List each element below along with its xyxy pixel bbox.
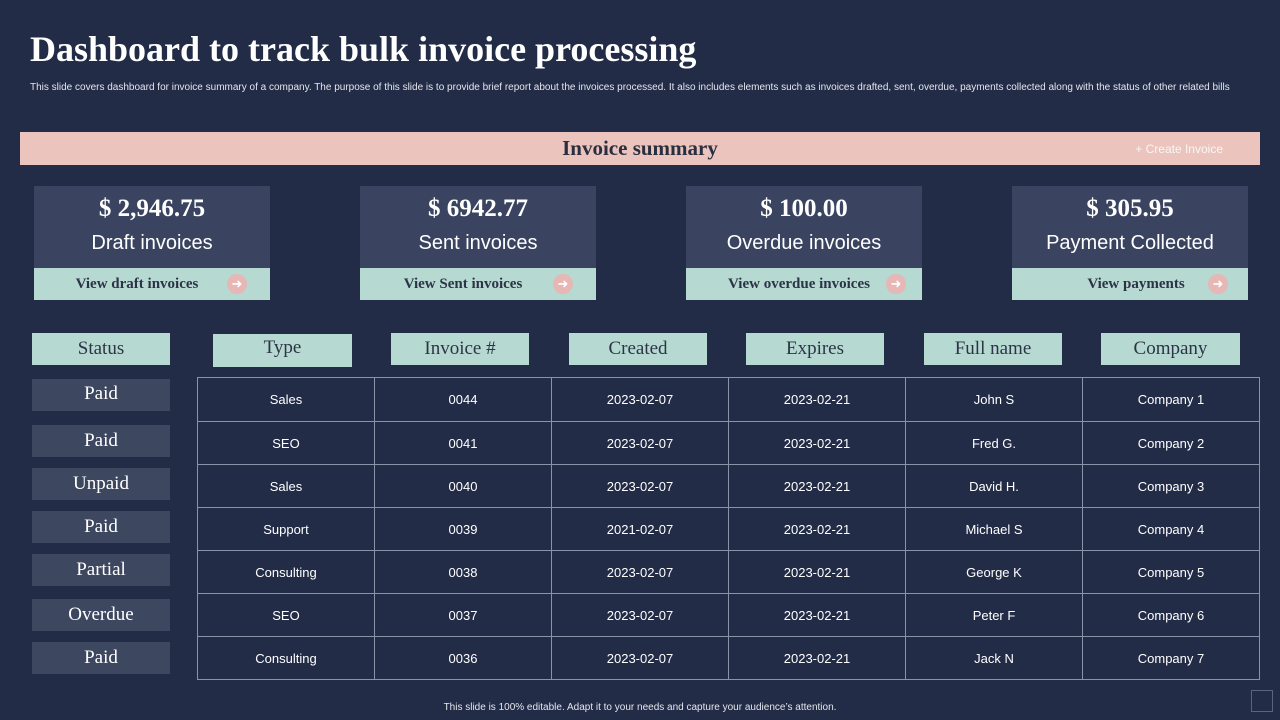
table-row: Consulting 0036 2023-02-07 2023-02-21 Ja…	[197, 636, 1260, 680]
created-cell: 2023-02-07	[551, 464, 729, 508]
sent-label: Sent invoices	[418, 232, 538, 254]
arrow-right-icon[interactable]: ➜	[1208, 274, 1228, 294]
full-name-cell: Jack N	[905, 636, 1083, 680]
type-cell: Consulting	[197, 550, 375, 594]
type-cell: Sales	[197, 464, 375, 508]
page-title: Dashboard to track bulk invoice processi…	[30, 29, 697, 69]
company-cell: Company 3	[1082, 464, 1260, 508]
type-header: Type	[213, 334, 352, 367]
status-badge: Unpaid	[32, 468, 170, 500]
status-header: Status	[32, 333, 170, 365]
full-name-cell: John S	[905, 377, 1083, 422]
expires-header: Expires	[746, 333, 884, 365]
create-invoice-button[interactable]: + Create Invoice	[1135, 142, 1223, 156]
invoice-number-cell: 0044	[374, 377, 552, 422]
expires-cell: 2023-02-21	[728, 593, 906, 637]
sent-invoices-card: $ 6942.77 Sent invoices View Sent invoic…	[360, 186, 596, 300]
page-description: This slide covers dashboard for invoice …	[30, 82, 1230, 93]
view-overdue-invoices-button[interactable]: View overdue invoices ➜	[686, 268, 922, 300]
status-badge: Paid	[32, 379, 170, 411]
view-sent-invoices-button[interactable]: View Sent invoices ➜	[360, 268, 596, 300]
draft-invoices-card: $ 2,946.75 Draft invoices View draft inv…	[34, 186, 270, 300]
draft-amount: $ 2,946.75	[98, 195, 206, 222]
status-badge: Overdue	[32, 599, 170, 631]
full-name-cell: Michael S	[905, 507, 1083, 551]
payment-collected-card: $ 305.95 Payment Collected View payments…	[1012, 186, 1248, 300]
payment-label: Payment Collected	[1046, 232, 1214, 254]
company-cell: Company 1	[1082, 377, 1260, 422]
invoice-number-cell: 0041	[374, 421, 552, 465]
arrow-right-icon[interactable]: ➜	[227, 274, 247, 294]
full-name-cell: Peter F	[905, 593, 1083, 637]
status-badge: Paid	[32, 642, 170, 674]
footer-note: This slide is 100% editable. Adapt it to…	[443, 702, 837, 713]
type-cell: SEO	[197, 421, 375, 465]
created-cell: 2021-02-07	[551, 507, 729, 551]
overdue-invoices-card: $ 100.00 Overdue invoices View overdue i…	[686, 186, 922, 300]
invoice-number-cell: 0036	[374, 636, 552, 680]
invoice-number-cell: 0037	[374, 593, 552, 637]
type-cell: Sales	[197, 377, 375, 422]
type-cell: Consulting	[197, 636, 375, 680]
view-payments-label: View payments	[1087, 276, 1185, 292]
company-cell: Company 2	[1082, 421, 1260, 465]
draft-label: Draft invoices	[91, 232, 213, 254]
invoice-number-cell: 0038	[374, 550, 552, 594]
arrow-right-icon[interactable]: ➜	[886, 274, 906, 294]
invoice-summary-title: Invoice summary	[562, 136, 718, 160]
created-cell: 2023-02-07	[551, 377, 729, 422]
view-payments-button[interactable]: View payments ➜	[1012, 268, 1248, 300]
table-row: Sales 0040 2023-02-07 2023-02-21 David H…	[197, 464, 1260, 508]
company-cell: Company 4	[1082, 507, 1260, 551]
table-row: SEO 0037 2023-02-07 2023-02-21 Peter F C…	[197, 593, 1260, 637]
type-cell: Support	[197, 507, 375, 551]
table-row: Sales 0044 2023-02-07 2023-02-21 John S …	[197, 377, 1260, 422]
payment-amount: $ 305.95	[1086, 195, 1174, 222]
view-sent-invoices-label: View Sent invoices	[403, 276, 523, 292]
company-cell: Company 5	[1082, 550, 1260, 594]
company-header: Company	[1101, 333, 1240, 365]
created-cell: 2023-02-07	[551, 593, 729, 637]
table-row: SEO 0041 2023-02-07 2023-02-21 Fred G. C…	[197, 421, 1260, 465]
overdue-label: Overdue invoices	[726, 232, 882, 254]
view-draft-invoices-button[interactable]: View draft invoices ➜	[34, 268, 270, 300]
slide-corner-box	[1251, 690, 1273, 712]
created-cell: 2023-02-07	[551, 636, 729, 680]
full-name-header: Full name	[924, 333, 1062, 365]
expires-cell: 2023-02-21	[728, 636, 906, 680]
invoice-number-cell: 0040	[374, 464, 552, 508]
full-name-cell: David H.	[905, 464, 1083, 508]
expires-cell: 2023-02-21	[728, 421, 906, 465]
table-row: Consulting 0038 2023-02-07 2023-02-21 Ge…	[197, 550, 1260, 594]
view-overdue-invoices-label: View overdue invoices	[728, 276, 870, 292]
invoice-table: Sales 0044 2023-02-07 2023-02-21 John S …	[197, 377, 1260, 680]
expires-cell: 2023-02-21	[728, 507, 906, 551]
full-name-cell: Fred G.	[905, 421, 1083, 465]
full-name-cell: George K	[905, 550, 1083, 594]
table-row: Support 0039 2021-02-07 2023-02-21 Micha…	[197, 507, 1260, 551]
view-draft-invoices-label: View draft invoices	[75, 276, 199, 292]
arrow-right-icon[interactable]: ➜	[553, 274, 573, 294]
expires-cell: 2023-02-21	[728, 377, 906, 422]
expires-cell: 2023-02-21	[728, 464, 906, 508]
expires-cell: 2023-02-21	[728, 550, 906, 594]
created-header: Created	[569, 333, 707, 365]
created-cell: 2023-02-07	[551, 550, 729, 594]
invoice-number-header: Invoice #	[391, 333, 529, 365]
status-badge: Paid	[32, 511, 170, 543]
invoice-summary-banner: Invoice summary + Create Invoice	[20, 132, 1260, 165]
status-badge: Partial	[32, 554, 170, 586]
sent-amount: $ 6942.77	[428, 195, 528, 222]
overdue-amount: $ 100.00	[760, 195, 848, 222]
type-cell: SEO	[197, 593, 375, 637]
created-cell: 2023-02-07	[551, 421, 729, 465]
invoice-number-cell: 0039	[374, 507, 552, 551]
status-badge: Paid	[32, 425, 170, 457]
company-cell: Company 6	[1082, 593, 1260, 637]
company-cell: Company 7	[1082, 636, 1260, 680]
